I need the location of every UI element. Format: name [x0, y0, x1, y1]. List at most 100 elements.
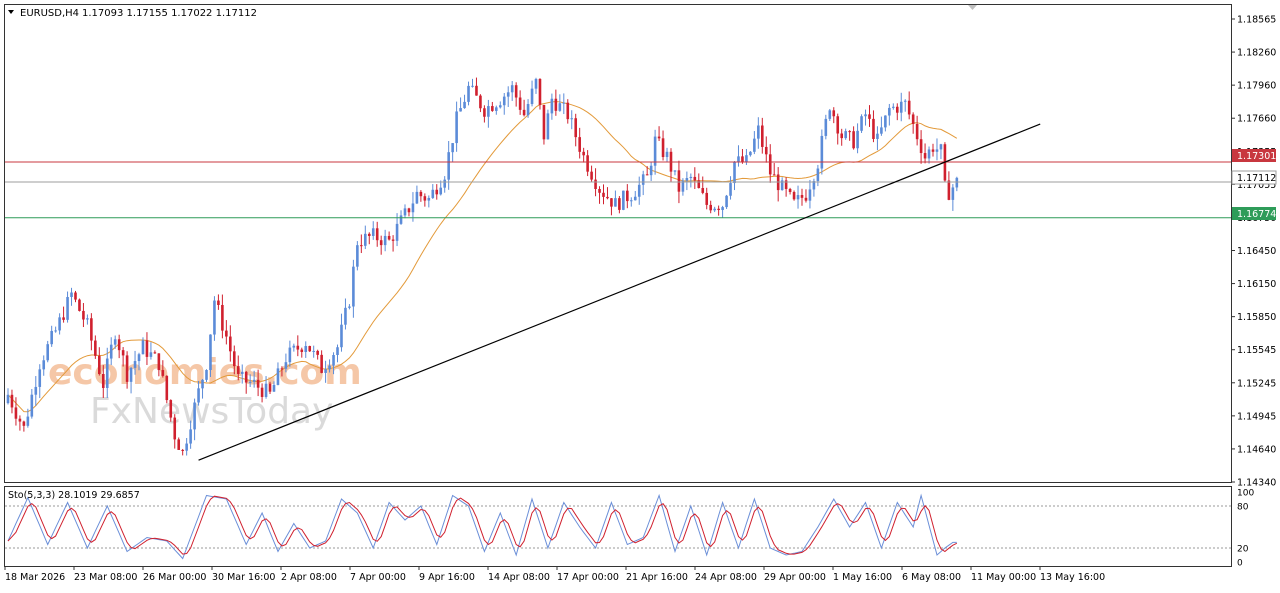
moving-average-line[interactable]	[7, 101, 958, 413]
candle	[105, 347, 109, 398]
candle	[570, 110, 574, 130]
candle	[324, 360, 327, 383]
stoch-pane-frame	[4, 486, 1232, 567]
resistance-level-tag[interactable]: 1.17301	[1232, 149, 1276, 162]
candle	[915, 115, 919, 146]
candle	[185, 437, 188, 456]
candle	[828, 108, 832, 121]
candle	[792, 190, 796, 201]
ohlc-values: 1.17093 1.17155 1.17022 1.17112	[82, 8, 257, 19]
support-level-tag[interactable]: 1.16774	[1232, 207, 1276, 220]
candle	[328, 359, 331, 373]
candle	[860, 114, 863, 133]
candle	[522, 99, 526, 117]
candle	[252, 370, 256, 388]
x-tick-label: 24 Apr 08:00	[695, 572, 757, 583]
candle	[800, 188, 804, 206]
y-tick-label: 1.16150	[1237, 279, 1276, 290]
candle	[705, 187, 709, 210]
candle	[689, 173, 693, 188]
candle	[931, 143, 935, 157]
candle	[919, 130, 923, 164]
shift-marker-icon[interactable]	[968, 5, 977, 10]
candle	[947, 171, 951, 201]
candle	[46, 340, 49, 363]
candle	[653, 129, 657, 175]
candle	[240, 364, 244, 384]
candle	[387, 231, 391, 241]
candle	[58, 313, 61, 335]
candle	[6, 388, 10, 405]
candle	[737, 145, 740, 167]
candle	[471, 78, 474, 88]
current-price-label: 1.17112	[1237, 173, 1276, 184]
candle	[213, 296, 216, 341]
candle	[578, 127, 581, 159]
candle	[284, 353, 288, 373]
y-tick-label: 1.17660	[1237, 114, 1276, 125]
candle	[852, 126, 855, 150]
candle	[340, 313, 343, 352]
x-tick-label: 11 May 00:00	[971, 572, 1036, 583]
trendline[interactable]	[198, 123, 1041, 461]
candle	[923, 143, 927, 164]
candle	[927, 146, 931, 164]
x-tick-label: 29 Apr 00:00	[764, 572, 826, 583]
candle	[888, 103, 891, 126]
candle	[566, 99, 570, 124]
candle	[229, 325, 232, 362]
candle	[308, 345, 312, 352]
stoch-main-line	[7, 493, 957, 560]
stoch-axis-label: 80	[1237, 503, 1249, 513]
resistance-level-label: 1.17301	[1237, 151, 1276, 162]
candle	[757, 117, 760, 149]
candle	[30, 389, 34, 419]
y-tick-label: 1.14640	[1237, 444, 1276, 455]
candle	[70, 287, 73, 306]
candle	[415, 185, 419, 205]
candle	[935, 138, 939, 161]
candle	[379, 235, 383, 255]
candle	[356, 241, 359, 271]
x-tick-label: 21 Apr 16:00	[626, 572, 688, 583]
candle	[844, 128, 847, 140]
x-tick-label: 9 Apr 16:00	[419, 572, 475, 583]
candle	[62, 306, 65, 323]
candle	[832, 107, 836, 124]
candle	[236, 355, 240, 381]
chart-header: EURUSD,H4 1.17093 1.17155 1.17022 1.1711…	[8, 5, 977, 19]
candle	[717, 205, 720, 216]
candle	[256, 369, 260, 397]
x-tick-label: 26 Mar 00:00	[143, 572, 206, 583]
y-tick-label: 1.15245	[1237, 378, 1276, 389]
candle	[348, 304, 351, 310]
candle	[657, 126, 661, 141]
x-tick-label: 6 May 08:00	[902, 572, 961, 583]
dropdown-triangle-icon[interactable]	[8, 10, 14, 14]
candle	[483, 105, 486, 123]
candle	[661, 130, 665, 161]
x-tick-label: 18 Mar 2026	[5, 572, 65, 583]
candle	[721, 205, 724, 219]
candle	[463, 94, 466, 109]
candle	[729, 176, 732, 200]
x-tick-label: 30 Mar 16:00	[212, 572, 275, 583]
candle	[101, 365, 105, 398]
candle	[602, 184, 605, 205]
candle	[491, 101, 494, 112]
candle	[360, 234, 363, 254]
candle	[713, 206, 716, 213]
candle	[225, 320, 228, 345]
candle	[312, 345, 315, 358]
candle	[892, 103, 895, 110]
candle	[272, 381, 276, 392]
candle	[895, 103, 899, 121]
y-tick-label: 1.14340	[1237, 478, 1276, 489]
candle	[165, 375, 169, 404]
candle	[94, 335, 97, 359]
candle	[153, 350, 157, 354]
candle	[864, 109, 867, 126]
candle	[149, 342, 153, 360]
